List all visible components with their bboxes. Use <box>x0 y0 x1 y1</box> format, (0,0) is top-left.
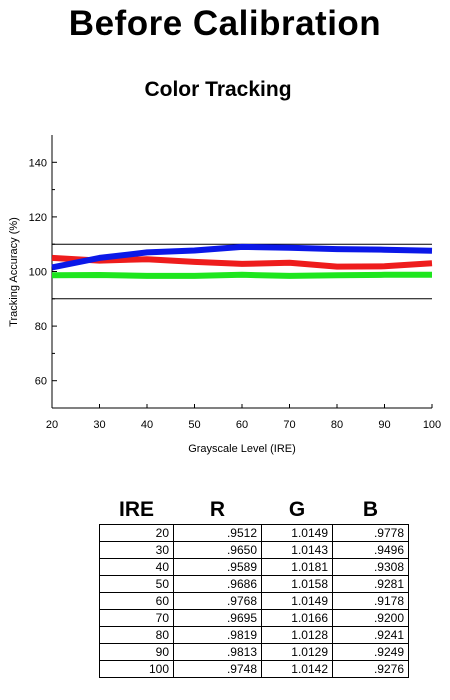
table-header-row: IRE R G B <box>100 496 409 525</box>
table-row: 80 .9819 1.0128 .9241 <box>99 626 409 644</box>
x-tick-label: 30 <box>93 419 105 431</box>
table-cell: .9748 <box>173 660 262 678</box>
x-tick-label: 50 <box>188 419 200 431</box>
y-tick-label: 80 <box>35 321 47 333</box>
table-cell: 1.0181 <box>261 558 333 576</box>
y-tick-label: 120 <box>29 212 47 224</box>
table-row: 70 .9695 1.0166 .9200 <box>99 609 409 627</box>
column-header-r: R <box>209 498 226 521</box>
table-cell: 1.0149 <box>261 592 333 610</box>
table-cell: .9650 <box>173 541 262 559</box>
table-cell: .9819 <box>173 626 262 644</box>
chart-axes <box>51 135 433 409</box>
table-cell: 50 <box>99 575 174 593</box>
series-line-green <box>51 271 432 279</box>
page-title: Before Calibration <box>68 4 382 43</box>
chart-series <box>51 243 433 279</box>
table-row: 100 .9748 1.0142 .9276 <box>99 660 409 678</box>
y-tick-label: 140 <box>29 157 47 169</box>
table-cell: .9241 <box>332 626 409 644</box>
table-row: 90 .9813 1.0129 .9249 <box>99 643 409 661</box>
table-cell: .9200 <box>332 609 409 627</box>
table-cell: 1.0166 <box>261 609 333 627</box>
table-cell: .9695 <box>173 609 262 627</box>
column-header-g: G <box>288 498 306 521</box>
table-row: 50 .9686 1.0158 .9281 <box>99 575 409 593</box>
table-cell: 1.0158 <box>261 575 333 593</box>
table-cell: .9308 <box>332 558 409 576</box>
y-axis-label: Tracking Accuracy (%) <box>8 217 20 327</box>
table-cell: 1.0149 <box>261 524 333 542</box>
table-cell: .9496 <box>332 541 409 559</box>
table-cell: .9813 <box>173 643 262 661</box>
table-cell: .9276 <box>332 660 409 678</box>
x-tick-label: 60 <box>236 419 248 431</box>
table-cell: .9281 <box>332 575 409 593</box>
y-tick-label: 60 <box>35 376 47 388</box>
series-line-blue <box>51 243 433 271</box>
table-cell: 90 <box>99 643 174 661</box>
table-cell: 100 <box>99 660 174 678</box>
table-cell: 1.0143 <box>261 541 333 559</box>
table-cell: 20 <box>99 524 174 542</box>
table-row: 40 .9589 1.0181 .9308 <box>99 558 409 576</box>
table-row: 30 .9650 1.0143 .9496 <box>99 541 409 559</box>
x-tick-label: 70 <box>283 419 295 431</box>
table-cell: .9778 <box>332 524 409 542</box>
table-cell: .9512 <box>173 524 262 542</box>
table-cell: .9686 <box>173 575 262 593</box>
table-cell: .9589 <box>173 558 262 576</box>
table-cell: 1.0128 <box>261 626 333 644</box>
column-header-b: B <box>362 498 379 521</box>
calibration-table: IRE R G B 20 .9512 1.0149 .9778 30 .9650… <box>99 496 409 678</box>
table-cell: 80 <box>99 626 174 644</box>
x-tick-label: 80 <box>331 419 343 431</box>
table-cell: .9768 <box>173 592 262 610</box>
chart-title: Color Tracking <box>144 78 292 101</box>
tick-labels: 60 80 100 120 140 20 30 40 50 60 70 80 90 100 <box>29 157 442 431</box>
x-tick-label: 20 <box>46 419 58 431</box>
table-cell: 1.0142 <box>261 660 333 678</box>
table-cell: 30 <box>99 541 174 559</box>
column-header-ire: IRE <box>118 498 154 521</box>
color-tracking-chart: 60 80 100 120 140 20 30 40 50 60 70 80 90 100 Graysca… <box>8 135 442 455</box>
table-cell: 60 <box>99 592 174 610</box>
series-line-red <box>51 254 433 270</box>
table-cell: 40 <box>99 558 174 576</box>
y-tick-label: 100 <box>29 267 47 279</box>
x-tick-label: 40 <box>141 419 153 431</box>
x-tick-label: 100 <box>423 419 441 431</box>
table-row: 60 .9768 1.0149 .9178 <box>99 592 409 610</box>
table-cell: .9249 <box>332 643 409 661</box>
x-tick-label: 90 <box>378 419 390 431</box>
table-cell: 70 <box>99 609 174 627</box>
table-cell: 1.0129 <box>261 643 333 661</box>
table-row: 20 .9512 1.0149 .9778 <box>99 524 409 542</box>
x-axis-label: Grayscale Level (IRE) <box>188 443 296 455</box>
table-cell: .9178 <box>332 592 409 610</box>
